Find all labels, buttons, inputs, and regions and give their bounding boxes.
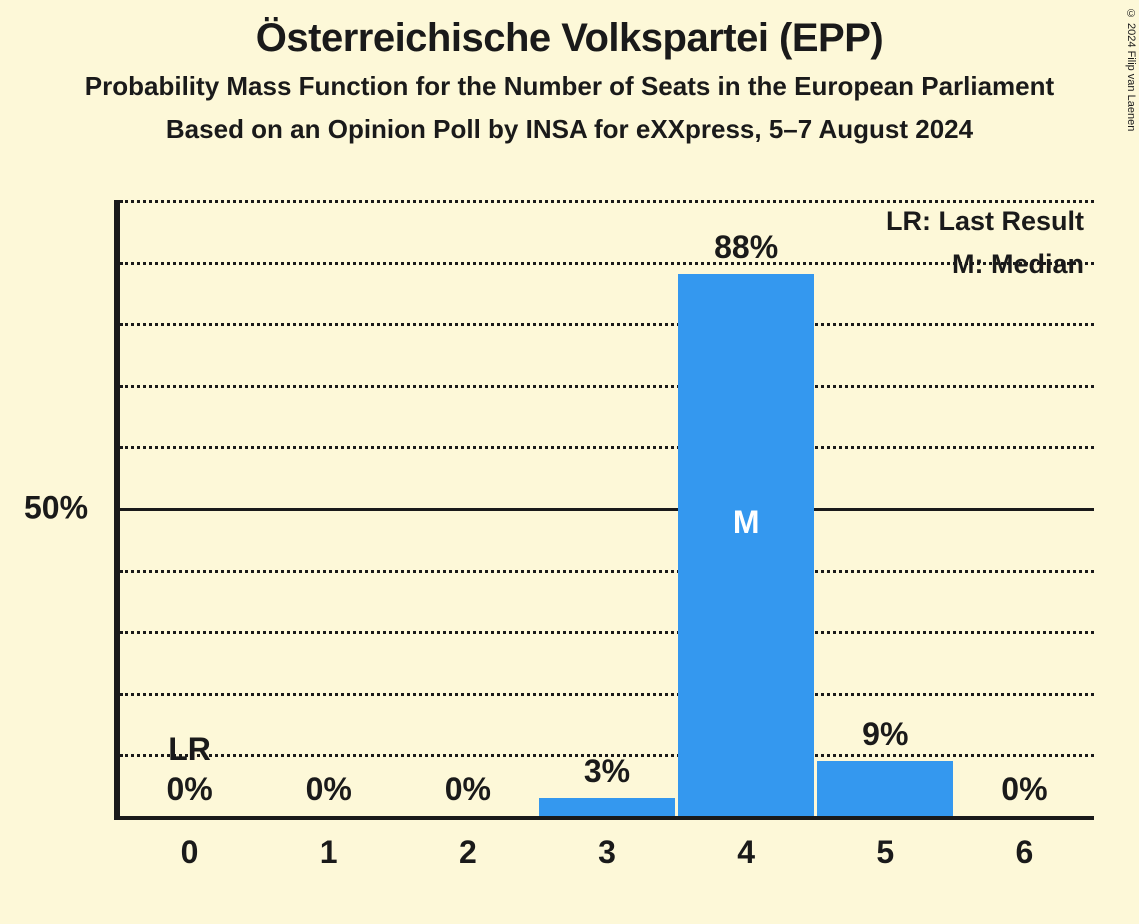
- gridline: [120, 323, 1094, 326]
- gridline: [120, 631, 1094, 634]
- x-tick-label: 0: [181, 834, 199, 871]
- x-axis: [114, 816, 1094, 820]
- bar-value-label: 3%: [584, 753, 630, 790]
- bar-value-label: 0%: [1001, 771, 1047, 808]
- chart-container: Österreichische Volkspartei (EPP) Probab…: [0, 0, 1139, 924]
- gridline: [120, 446, 1094, 449]
- gridline: [120, 693, 1094, 696]
- bar: [678, 274, 814, 816]
- x-tick-label: 4: [737, 834, 755, 871]
- chart-plot-area: LR: Last Result M: Median 50%0%0LR0%10%2…: [114, 200, 1094, 820]
- gridline: [120, 200, 1094, 203]
- legend-m: M: Median: [886, 243, 1084, 286]
- bar: [539, 798, 675, 816]
- bar-value-label: 0%: [166, 771, 212, 808]
- x-tick-label: 2: [459, 834, 477, 871]
- x-tick-label: 5: [876, 834, 894, 871]
- copyright-text: © 2024 Filip van Laenen: [1125, 8, 1137, 131]
- x-tick-label: 3: [598, 834, 616, 871]
- y-axis-label: 50%: [24, 490, 88, 527]
- lr-annotation: LR: [168, 731, 211, 768]
- bar-value-label: 9%: [862, 716, 908, 753]
- bar-value-label: 88%: [714, 229, 778, 266]
- bar-value-label: 0%: [445, 771, 491, 808]
- chart-subtitle-1: Probability Mass Function for the Number…: [0, 71, 1139, 102]
- median-annotation: M: [733, 504, 760, 541]
- x-tick-label: 6: [1016, 834, 1034, 871]
- gridline: [120, 385, 1094, 388]
- gridline: [120, 570, 1094, 573]
- legend-lr: LR: Last Result: [886, 200, 1084, 243]
- chart-legend: LR: Last Result M: Median: [886, 200, 1084, 286]
- x-tick-label: 1: [320, 834, 338, 871]
- gridline: [120, 262, 1094, 265]
- chart-subtitle-2: Based on an Opinion Poll by INSA for eXX…: [0, 114, 1139, 145]
- chart-title: Österreichische Volkspartei (EPP): [0, 0, 1139, 61]
- bar: [817, 761, 953, 816]
- bar-value-label: 0%: [306, 771, 352, 808]
- gridline: [120, 508, 1094, 511]
